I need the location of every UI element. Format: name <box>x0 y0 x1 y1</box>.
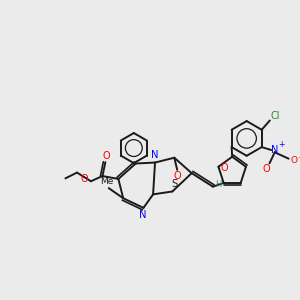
Text: ⁻: ⁻ <box>297 156 300 165</box>
Text: O: O <box>81 174 88 184</box>
Text: N: N <box>271 145 278 155</box>
Text: O: O <box>290 156 297 165</box>
Text: O: O <box>220 163 228 173</box>
Text: Cl: Cl <box>270 111 280 121</box>
Text: N: N <box>151 150 158 160</box>
Text: O: O <box>102 151 110 161</box>
Text: O: O <box>174 171 182 181</box>
Text: Me: Me <box>100 177 114 186</box>
Text: O: O <box>263 164 270 173</box>
Text: N: N <box>139 210 147 220</box>
Text: H: H <box>215 180 222 189</box>
Text: +: + <box>278 140 284 149</box>
Text: S: S <box>172 179 178 189</box>
